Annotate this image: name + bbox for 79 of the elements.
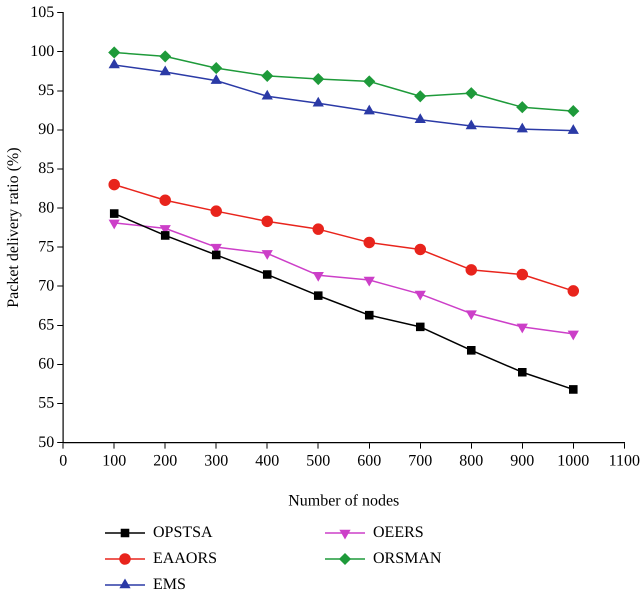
x-axis-title: Number of nodes [288, 492, 400, 510]
y-tick-label: 105 [30, 4, 54, 21]
point [364, 105, 374, 114]
point [314, 291, 323, 300]
point [415, 114, 426, 123]
x-tick-label: 900 [510, 452, 534, 470]
y-tick-label: 60 [38, 356, 54, 373]
y-tick-label: 50 [38, 434, 54, 451]
y-tick-label: 90 [38, 121, 54, 138]
y-tick-label: 80 [38, 199, 54, 216]
point [466, 264, 478, 276]
x-tick-label: 500 [306, 452, 330, 470]
point [211, 74, 222, 84]
x-tick-label: 300 [204, 452, 228, 470]
point [416, 322, 425, 332]
point [262, 250, 272, 260]
point [415, 290, 426, 300]
point [516, 268, 528, 280]
point [568, 105, 580, 117]
x-tick-label: 1000 [557, 452, 590, 470]
y-tick-label: 85 [38, 160, 54, 178]
legend-label: ORSMAN [373, 550, 442, 568]
point [110, 209, 118, 218]
point [159, 50, 171, 62]
point [261, 70, 273, 82]
point [466, 346, 476, 355]
x-tick-label: 400 [255, 452, 280, 470]
point [210, 62, 222, 74]
point [568, 285, 580, 297]
point [108, 178, 120, 190]
x-tick-label: 200 [153, 452, 178, 470]
point [364, 276, 374, 286]
y-tick-label: 95 [38, 82, 54, 99]
point [517, 324, 528, 333]
point [313, 272, 324, 282]
point [518, 368, 527, 377]
point [568, 124, 578, 134]
point [466, 120, 476, 130]
point [313, 98, 324, 107]
x-tick-label: 0 [59, 452, 68, 470]
x-tick-label: 1100 [608, 452, 640, 470]
x-tick-label: 600 [357, 452, 382, 470]
legend-label: EMS [153, 576, 186, 594]
point [364, 76, 376, 88]
point [159, 194, 171, 206]
point [364, 236, 376, 248]
y-tick-label: 70 [38, 277, 54, 294]
point [109, 59, 120, 68]
point [108, 46, 120, 58]
point [414, 90, 426, 102]
point [569, 385, 578, 394]
point [516, 101, 528, 113]
y-tick-label: 100 [30, 42, 54, 60]
legend-label: OEERS [373, 524, 424, 542]
x-tick-label: 800 [459, 452, 484, 470]
point [466, 310, 476, 320]
point [414, 244, 426, 256]
y-tick-label: 65 [38, 316, 54, 334]
point [160, 66, 170, 76]
point [210, 205, 222, 217]
point [262, 270, 272, 279]
x-tick-label: 700 [408, 452, 432, 470]
point [312, 73, 324, 85]
point [160, 231, 170, 240]
point [517, 123, 528, 132]
legend-label: EAAORS [153, 550, 218, 568]
point [261, 216, 273, 228]
x-tick-label: 100 [102, 452, 126, 470]
y-axis-title: Packet delivery ratio (%) [4, 147, 22, 308]
legend-label: OPSTSA [153, 524, 213, 542]
point [262, 90, 272, 100]
point [312, 223, 324, 235]
point [466, 87, 478, 99]
y-tick-label: 75 [38, 238, 54, 256]
point [364, 310, 374, 320]
point [212, 250, 221, 260]
point [109, 220, 120, 229]
point [568, 330, 578, 340]
y-tick-label: 55 [38, 394, 54, 412]
